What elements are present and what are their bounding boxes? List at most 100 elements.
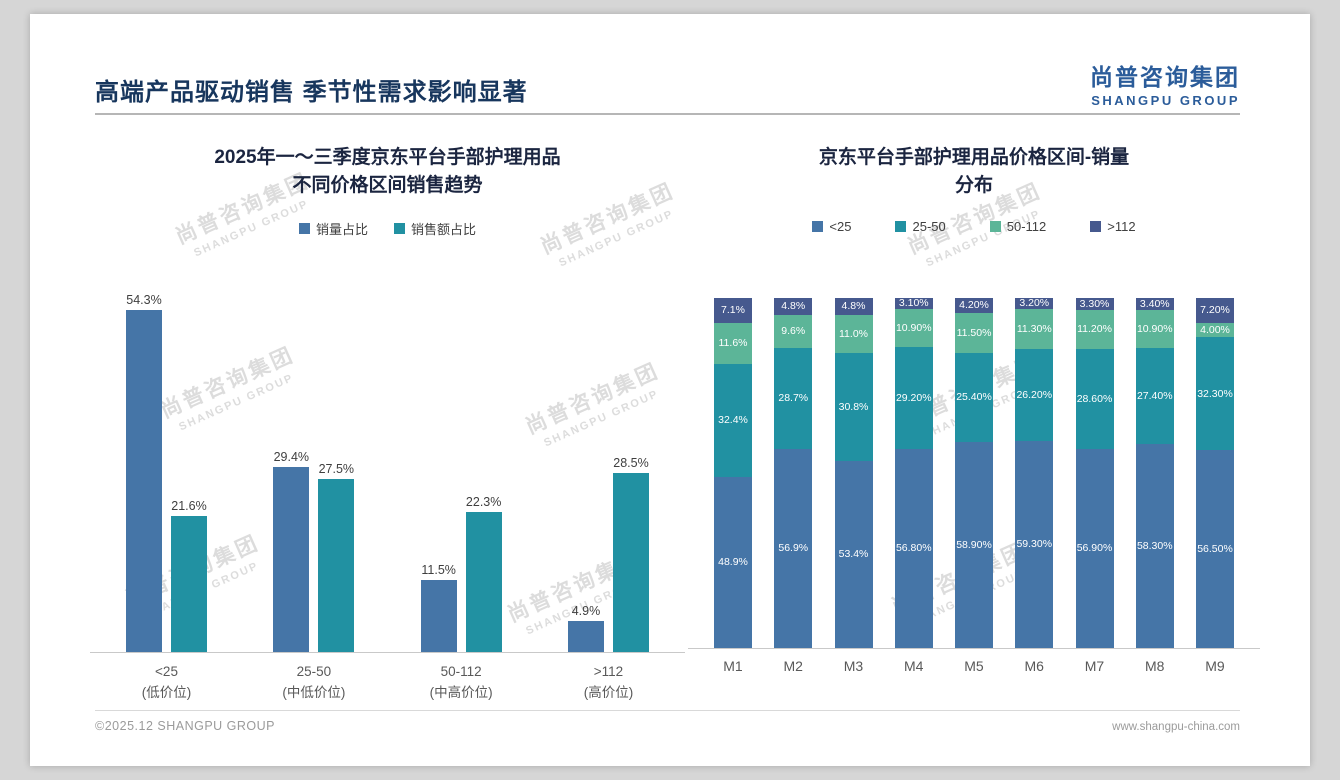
bar-group: 11.5% 22.3% bbox=[420, 494, 502, 653]
segment-value-label: 3.20% bbox=[1019, 298, 1050, 310]
segment-value-label: 58.90% bbox=[956, 538, 992, 551]
legend-label: <25 bbox=[829, 219, 852, 235]
bar-value-label: 21.6% bbox=[171, 499, 207, 513]
left-chart-title-line2: 不同价格区间销售趋势 bbox=[292, 174, 483, 196]
legend-swatch-icon bbox=[812, 221, 824, 233]
segment-value-label: 26.20% bbox=[1016, 388, 1053, 401]
bar-with-label: 54.3% bbox=[126, 293, 162, 653]
stack-segment: 59.30% bbox=[1015, 440, 1054, 649]
stacked-bar: 4.8% 11.0% 30.8% 53.4% bbox=[834, 298, 873, 649]
stack-segment: 28.60% bbox=[1075, 348, 1114, 449]
stack-segment: 56.50% bbox=[1196, 450, 1234, 649]
x-axis-label: 25-50 (中低价位) bbox=[273, 662, 354, 704]
segment-value-label: 11.50% bbox=[956, 326, 992, 339]
stack-segment: 58.90% bbox=[955, 441, 993, 649]
legend-swatch-icon bbox=[895, 221, 907, 233]
slide: 尚普咨询集团 SHANGPU GROUP 尚普咨询集团 SHANGPU GROUP 尚普… bbox=[30, 14, 1310, 766]
segment-value-label: 56.90% bbox=[1076, 542, 1113, 555]
right-legend-item: 25-50 bbox=[895, 219, 946, 234]
title-underline bbox=[95, 113, 1240, 115]
bar-value-label: 29.4% bbox=[273, 449, 310, 464]
bar-value-label: 28.5% bbox=[613, 455, 649, 470]
stack-segment: 26.20% bbox=[1015, 348, 1054, 441]
stack-segment: 11.50% bbox=[955, 312, 993, 354]
right-legend-item: <25 bbox=[812, 219, 851, 234]
stack-segment: 29.20% bbox=[894, 347, 933, 450]
stack-segment: 3.40% bbox=[1135, 298, 1174, 311]
bar-with-label: 21.6% bbox=[171, 499, 207, 653]
stack-segment: 10.90% bbox=[894, 309, 933, 348]
left-chart-title-line1: 2025年一～三季度京东平台手部护理用品 bbox=[214, 147, 561, 168]
segment-value-label: 4.8% bbox=[841, 300, 866, 313]
stack-segment: 28.7% bbox=[774, 348, 813, 449]
left-chart-legend: 销量占比 销售额占比 bbox=[90, 219, 685, 238]
legend-swatch-icon bbox=[1090, 221, 1102, 233]
stacked-bar: 3.30% 11.20% 28.60% 56.90% bbox=[1075, 298, 1114, 649]
x-axis-label: M1 bbox=[723, 658, 743, 675]
stack-segment: 11.6% bbox=[714, 322, 752, 364]
x-axis-label: M7 bbox=[1084, 658, 1105, 675]
bar-value-label: 22.3% bbox=[465, 494, 502, 509]
stack-segment: 56.9% bbox=[774, 448, 813, 649]
stack-segment: 11.0% bbox=[834, 314, 873, 354]
stacked-bar: 4.8% 9.6% 28.7% 56.9% bbox=[774, 298, 813, 649]
stack-segment: 56.80% bbox=[894, 449, 933, 649]
stacked-bar: 3.20% 11.30% 26.20% 59.30% bbox=[1015, 298, 1054, 649]
stack-segment: 25.40% bbox=[955, 353, 993, 442]
stack-segment: 11.20% bbox=[1075, 309, 1114, 349]
stack-segment: 4.00% bbox=[1196, 323, 1234, 338]
segment-value-label: 32.30% bbox=[1197, 387, 1233, 400]
right-chart-x-axis: M1 M2 M3 M4 M5 M6 M7 M8 M9 bbox=[688, 658, 1260, 674]
stack-segment: 4.8% bbox=[774, 298, 813, 315]
segment-value-label: 56.80% bbox=[895, 542, 932, 555]
x-axis-label: M4 bbox=[904, 658, 924, 675]
x-axis-label-tier: (低价位) bbox=[141, 685, 192, 701]
bar-segment bbox=[420, 579, 457, 653]
segment-value-label: 29.20% bbox=[895, 391, 932, 404]
bar-segment bbox=[126, 310, 162, 653]
bar-segment bbox=[567, 621, 604, 653]
segment-value-label: 7.1% bbox=[721, 304, 745, 317]
stacked-bar: 4.20% 11.50% 25.40% 58.90% bbox=[955, 298, 993, 649]
segment-value-label: 48.9% bbox=[718, 556, 748, 569]
x-axis-label-range: <25 bbox=[155, 664, 178, 680]
segment-value-label: 11.30% bbox=[1016, 322, 1052, 335]
segment-value-label: 11.0% bbox=[839, 327, 868, 340]
stack-segment: 4.8% bbox=[834, 298, 873, 315]
bar-value-label: 54.3% bbox=[126, 293, 162, 307]
segment-value-label: 25.40% bbox=[956, 391, 992, 404]
stack-segment: 53.4% bbox=[834, 461, 873, 649]
bar-with-label: 28.5% bbox=[612, 455, 649, 653]
stack-segment: 32.30% bbox=[1196, 337, 1234, 451]
stacked-bar: 7.20% 4.00% 32.30% 56.50% bbox=[1196, 298, 1234, 649]
stack-segment: 4.20% bbox=[955, 298, 993, 313]
legend-label: 销量占比 bbox=[315, 222, 368, 238]
segment-value-label: 53.4% bbox=[838, 548, 869, 561]
stacked-bar: 3.40% 10.90% 27.40% 58.30% bbox=[1135, 298, 1174, 649]
stack-segment: 3.20% bbox=[1015, 298, 1054, 310]
logo-text-cn: 尚普咨询集团 bbox=[1090, 64, 1240, 90]
stack-segment: 58.30% bbox=[1135, 444, 1174, 649]
x-axis-label-tier: (中高价位) bbox=[429, 685, 493, 701]
segment-value-label: 7.20% bbox=[1200, 304, 1230, 317]
stacked-bar: 7.1% 11.6% 32.4% 48.9% bbox=[714, 298, 752, 649]
right-chart-title-line1: 京东平台手部护理用品价格区间-销量 bbox=[818, 147, 1130, 168]
stack-segment: 7.1% bbox=[714, 298, 752, 323]
x-axis-label: <25 (低价位) bbox=[126, 662, 207, 704]
x-axis-label: >112 (高价位) bbox=[568, 662, 649, 704]
x-axis-label: M5 bbox=[964, 658, 984, 675]
segment-value-label: 32.4% bbox=[718, 413, 748, 426]
right-chart-legend: <25 25-50 50-112 >112 bbox=[688, 219, 1260, 234]
bar-with-label: 27.5% bbox=[318, 462, 355, 653]
stack-segment: 32.4% bbox=[714, 363, 752, 477]
bar-segment bbox=[612, 472, 649, 653]
segment-value-label: 11.6% bbox=[718, 336, 748, 349]
legend-label: >112 bbox=[1107, 219, 1136, 235]
stacked-bar-chart: 京东平台手部护理用品价格区间-销量 分布 <25 25-50 50-112 >112 … bbox=[688, 144, 1260, 674]
legend-swatch-icon bbox=[989, 221, 1001, 233]
x-axis-label-tier: (高价位) bbox=[583, 685, 634, 701]
grouped-bar-chart: 2025年一～三季度京东平台手部护理用品 不同价格区间销售趋势 销量占比 销售额占… bbox=[90, 144, 685, 704]
bar-group: 29.4% 27.5% bbox=[273, 449, 355, 653]
x-axis-label-tier: (中低价位) bbox=[282, 685, 346, 701]
right-chart-plot: 7.1% 11.6% 32.4% 48.9% 4.8% 9.6% 28.7% 56.9% 4.8… bbox=[688, 298, 1260, 650]
